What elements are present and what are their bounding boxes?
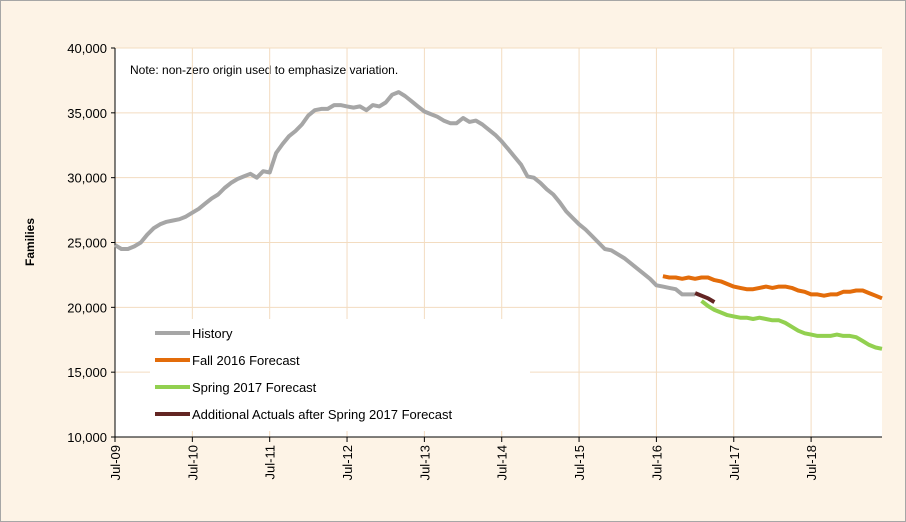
legend-label: History <box>192 326 233 341</box>
legend-label: Spring 2017 Forecast <box>192 380 317 395</box>
legend-box <box>150 319 530 431</box>
y-tick-label: 40,000 <box>67 41 107 56</box>
x-tick-label: Jul-13 <box>417 445 432 480</box>
y-tick-label: 25,000 <box>67 236 107 251</box>
x-tick-label: Jul-12 <box>340 445 355 480</box>
x-tick-label: Jul-15 <box>572 445 587 480</box>
x-tick-label: Jul-09 <box>108 445 123 480</box>
series-line <box>113 90 696 297</box>
y-tick-label: 30,000 <box>67 171 107 186</box>
x-tick-label: Jul-10 <box>185 445 200 480</box>
x-tick-label: Jul-17 <box>727 445 742 480</box>
series-line <box>662 274 883 301</box>
y-tick-label: 15,000 <box>67 365 107 380</box>
series-line <box>694 291 716 304</box>
x-tick-label: Jul-18 <box>804 445 819 480</box>
series-line <box>700 299 883 351</box>
x-tick-label: Jul-11 <box>263 445 278 479</box>
legend-label: Additional Actuals after Spring 2017 For… <box>192 407 453 422</box>
y-tick-label: 10,000 <box>67 430 107 445</box>
y-tick-label: 20,000 <box>67 300 107 315</box>
y-tick-label: 35,000 <box>67 106 107 121</box>
legend-label: Fall 2016 Forecast <box>192 353 300 368</box>
note: Note: non-zero origin used to emphasize … <box>130 63 398 77</box>
y-axis-title: Families <box>23 218 37 266</box>
x-tick-label: Jul-16 <box>649 445 664 480</box>
x-tick-label: Jul-14 <box>495 445 510 480</box>
